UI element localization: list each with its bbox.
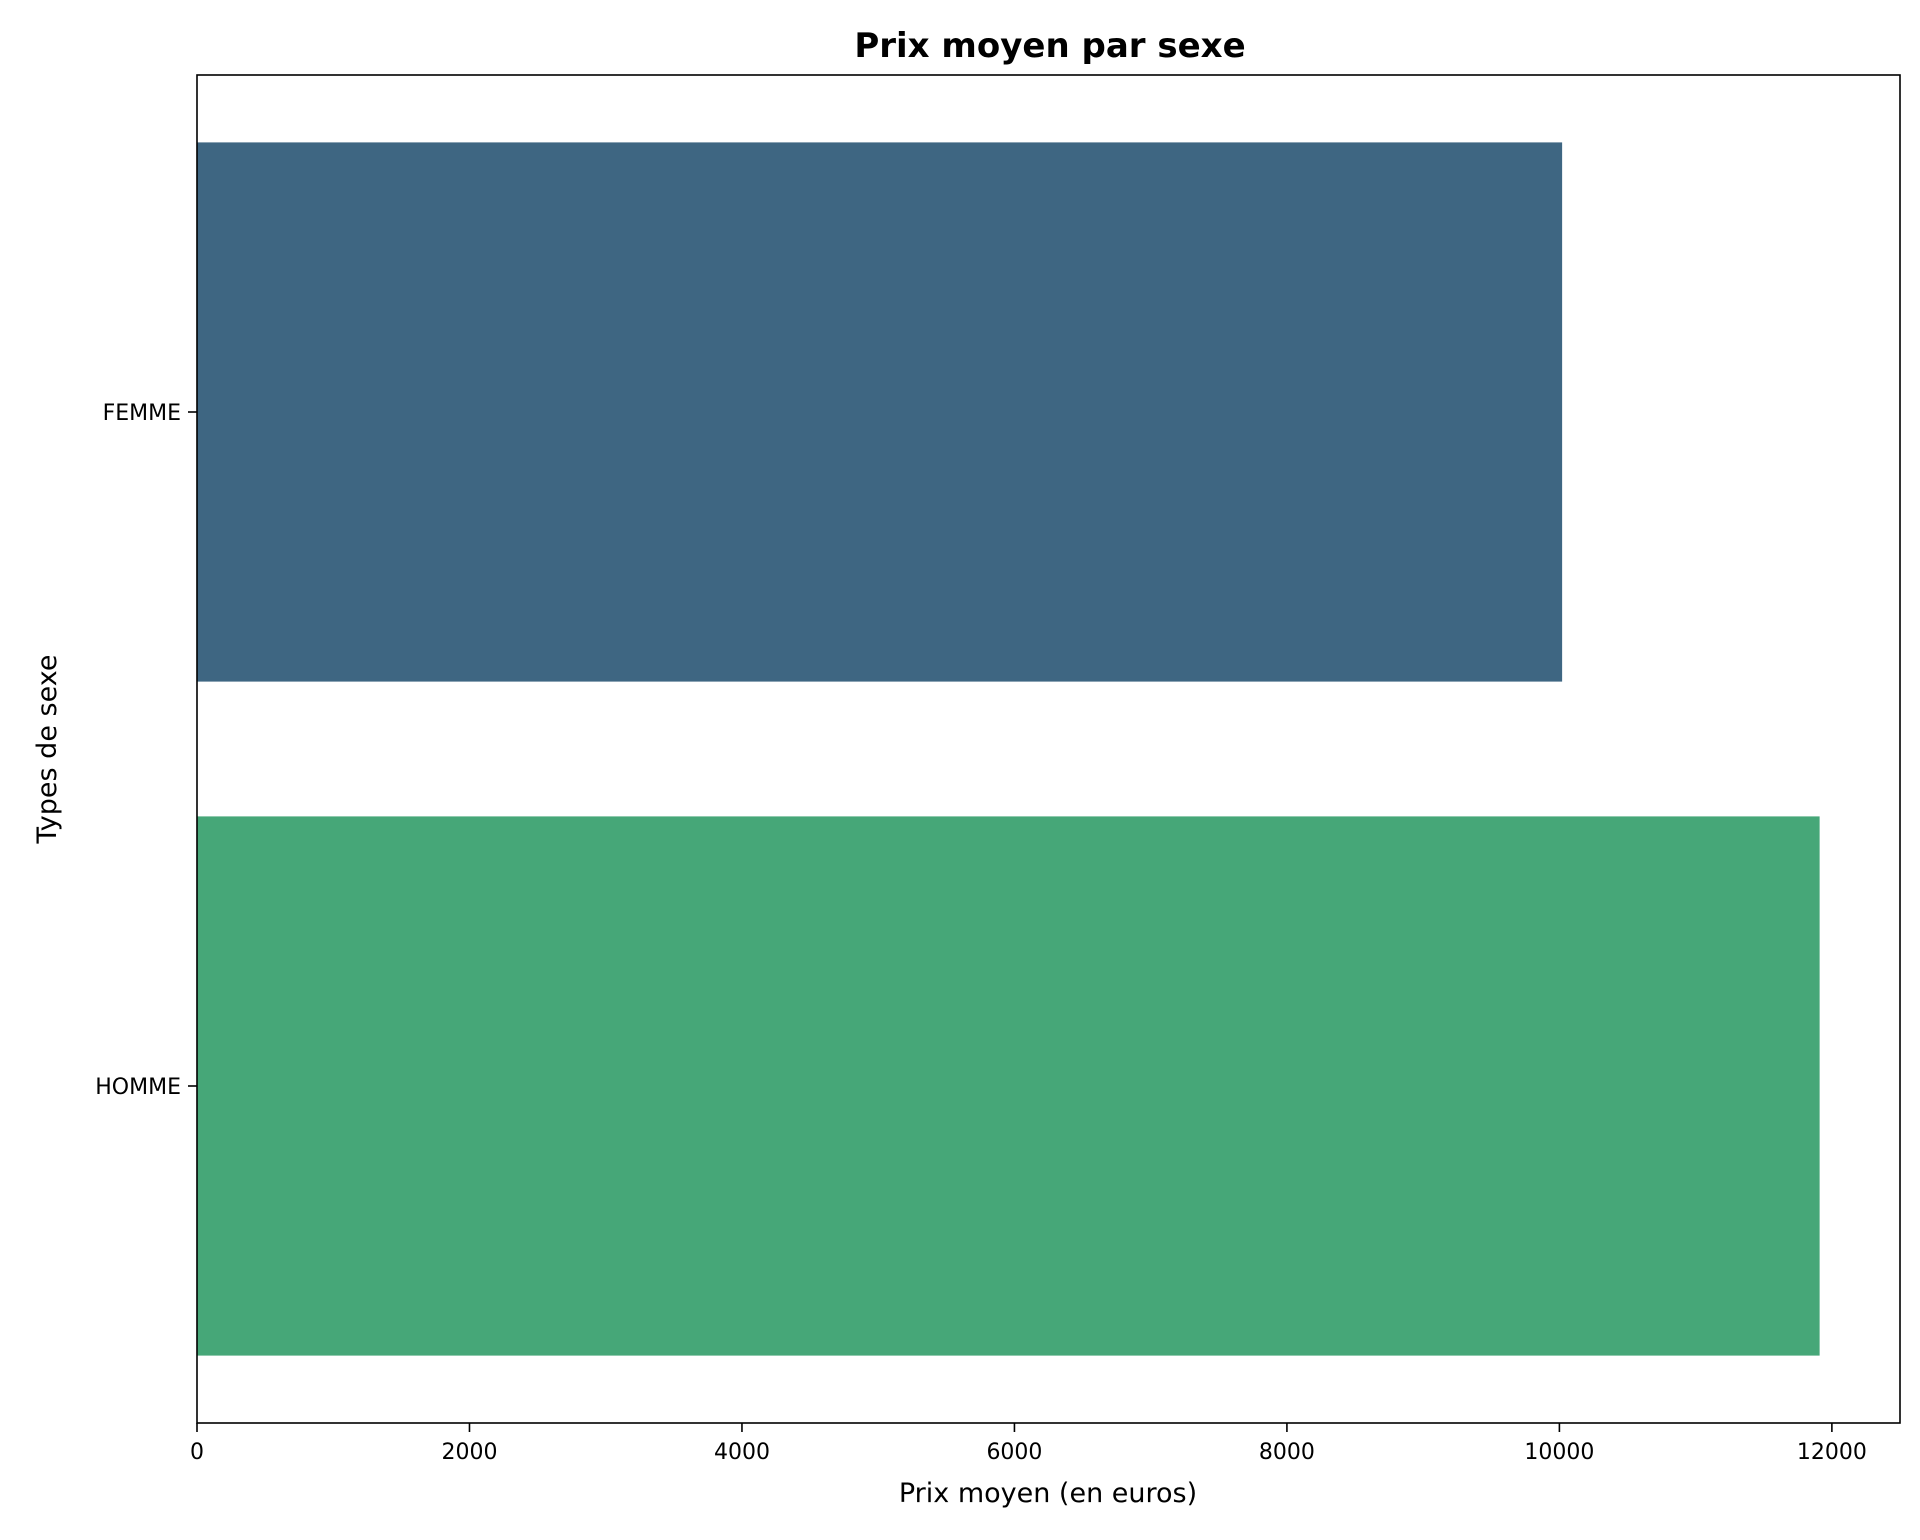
x-tick-label: 2000 — [441, 1440, 497, 1465]
x-tick-label: 0 — [190, 1440, 204, 1465]
plot-frame — [196, 74, 1901, 1424]
x-tick-label: 10000 — [1524, 1440, 1594, 1465]
y-axis-ticks: FEMME HOMME — [95, 401, 197, 1100]
y-tick-label: FEMME — [103, 401, 181, 426]
bars-layer — [197, 142, 1820, 1356]
y-axis-label: Types de sexe — [32, 655, 63, 845]
x-tick-label: 6000 — [986, 1440, 1042, 1465]
x-axis-label: Prix moyen (en euros) — [899, 1478, 1197, 1509]
y-tick-label: HOMME — [95, 1075, 181, 1100]
chart-title: Prix moyen par sexe — [854, 26, 1245, 66]
x-tick-label: 12000 — [1797, 1440, 1867, 1465]
x-axis-ticks: 0 2000 4000 6000 8000 10000 12000 — [190, 1423, 1867, 1465]
bar-femme — [197, 142, 1563, 682]
bar-homme — [197, 816, 1820, 1356]
x-tick-label: 4000 — [714, 1440, 770, 1465]
x-tick-label: 8000 — [1259, 1440, 1315, 1465]
